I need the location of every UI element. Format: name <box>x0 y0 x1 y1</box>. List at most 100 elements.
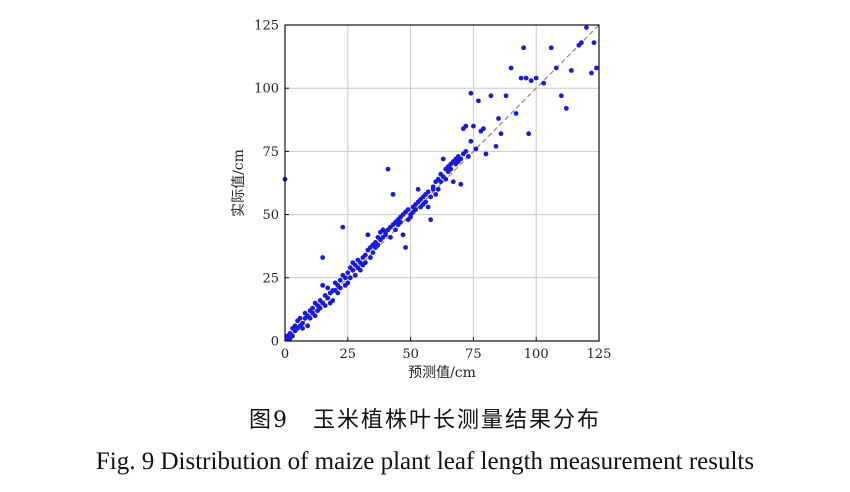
data-point <box>317 305 323 311</box>
data-point <box>473 146 479 152</box>
data-point <box>521 45 527 51</box>
data-point <box>425 204 431 210</box>
data-point <box>337 285 343 291</box>
data-point <box>468 138 474 144</box>
data-point <box>443 176 449 182</box>
data-point <box>463 123 469 129</box>
x-tick-labels: 0 25 50 75 100 125 <box>281 337 612 362</box>
data-point <box>362 252 368 258</box>
data-point <box>345 270 351 276</box>
data-point <box>408 214 413 220</box>
data-point <box>458 181 464 187</box>
data-points <box>282 25 599 341</box>
data-point <box>428 194 434 200</box>
data-point <box>347 275 353 281</box>
y-tick-label: 0 <box>271 335 279 350</box>
data-point <box>425 189 431 195</box>
x-tick-label: 50 <box>402 347 419 362</box>
data-point <box>297 315 303 321</box>
y-tick-labels: 0 25 50 75 100 125 <box>254 19 289 350</box>
data-point <box>383 232 388 238</box>
data-point <box>345 280 351 286</box>
data-point <box>403 245 408 250</box>
scatter-plot: 0 25 50 75 100 125 0 25 50 75 100 125 预测值/cm 实际值/c… <box>231 19 612 382</box>
data-point <box>325 285 331 291</box>
data-point <box>337 277 343 283</box>
data-point <box>428 217 434 223</box>
data-point <box>594 65 599 71</box>
data-point <box>498 131 504 137</box>
data-point <box>558 93 564 99</box>
data-point <box>584 25 589 30</box>
data-point <box>335 290 341 296</box>
data-point <box>440 156 446 162</box>
data-point <box>468 90 474 96</box>
x-tick-label: 0 <box>281 347 289 362</box>
data-point <box>388 234 393 240</box>
data-point <box>320 282 326 288</box>
data-point <box>398 219 403 225</box>
data-point <box>591 40 597 46</box>
data-point <box>435 186 441 192</box>
data-point <box>413 207 419 212</box>
data-point <box>290 333 295 339</box>
y-tick-label: 75 <box>262 145 279 160</box>
data-point <box>553 65 559 71</box>
figure-caption-english: Fig. 9 Distribution of maize plant leaf … <box>95 448 755 475</box>
data-point <box>300 325 305 331</box>
data-point <box>393 227 398 233</box>
plot-frame <box>284 24 600 342</box>
data-point <box>508 65 514 71</box>
data-point <box>448 166 454 172</box>
data-point <box>405 207 411 212</box>
data-point <box>476 98 481 104</box>
data-point <box>483 151 489 157</box>
data-point <box>310 305 316 311</box>
data-point <box>423 199 429 205</box>
data-point <box>548 45 554 51</box>
data-point <box>438 179 444 185</box>
data-point <box>488 93 494 99</box>
data-point <box>523 75 529 81</box>
data-point <box>503 93 509 99</box>
data-point <box>493 143 499 149</box>
data-point <box>526 131 532 137</box>
data-point <box>513 111 519 116</box>
data-point <box>340 224 346 230</box>
reference-line <box>284 24 600 342</box>
data-point <box>458 156 464 162</box>
data-point <box>481 126 486 132</box>
y-tick-label: 50 <box>262 208 279 223</box>
data-point <box>368 255 373 260</box>
data-point <box>579 40 584 46</box>
data-point <box>465 154 471 159</box>
data-point <box>330 298 336 303</box>
data-point <box>589 70 594 76</box>
data-point <box>342 275 348 281</box>
data-point <box>325 295 331 301</box>
data-point <box>471 123 476 129</box>
data-point <box>541 80 547 86</box>
data-point <box>450 179 456 185</box>
y-tick-label: 125 <box>254 19 279 34</box>
data-point <box>312 313 318 319</box>
data-point <box>568 68 574 73</box>
data-point <box>390 191 396 197</box>
data-point <box>322 303 328 309</box>
data-point <box>533 75 539 81</box>
data-point <box>385 166 391 172</box>
data-point <box>307 315 313 321</box>
data-point <box>320 255 326 260</box>
y-tick-label: 100 <box>254 82 279 97</box>
data-point <box>365 232 371 238</box>
data-point <box>430 186 436 192</box>
x-tick-label: 100 <box>524 347 549 362</box>
data-point <box>357 267 363 273</box>
data-point <box>463 149 469 154</box>
data-point <box>300 320 305 326</box>
x-tick-label: 125 <box>587 347 612 362</box>
data-point <box>415 186 421 192</box>
figure-caption-chinese: 图9 玉米植株叶长测量结果分布 <box>249 408 601 433</box>
y-tick-label: 25 <box>262 271 279 286</box>
x-tick-label: 25 <box>340 347 357 362</box>
